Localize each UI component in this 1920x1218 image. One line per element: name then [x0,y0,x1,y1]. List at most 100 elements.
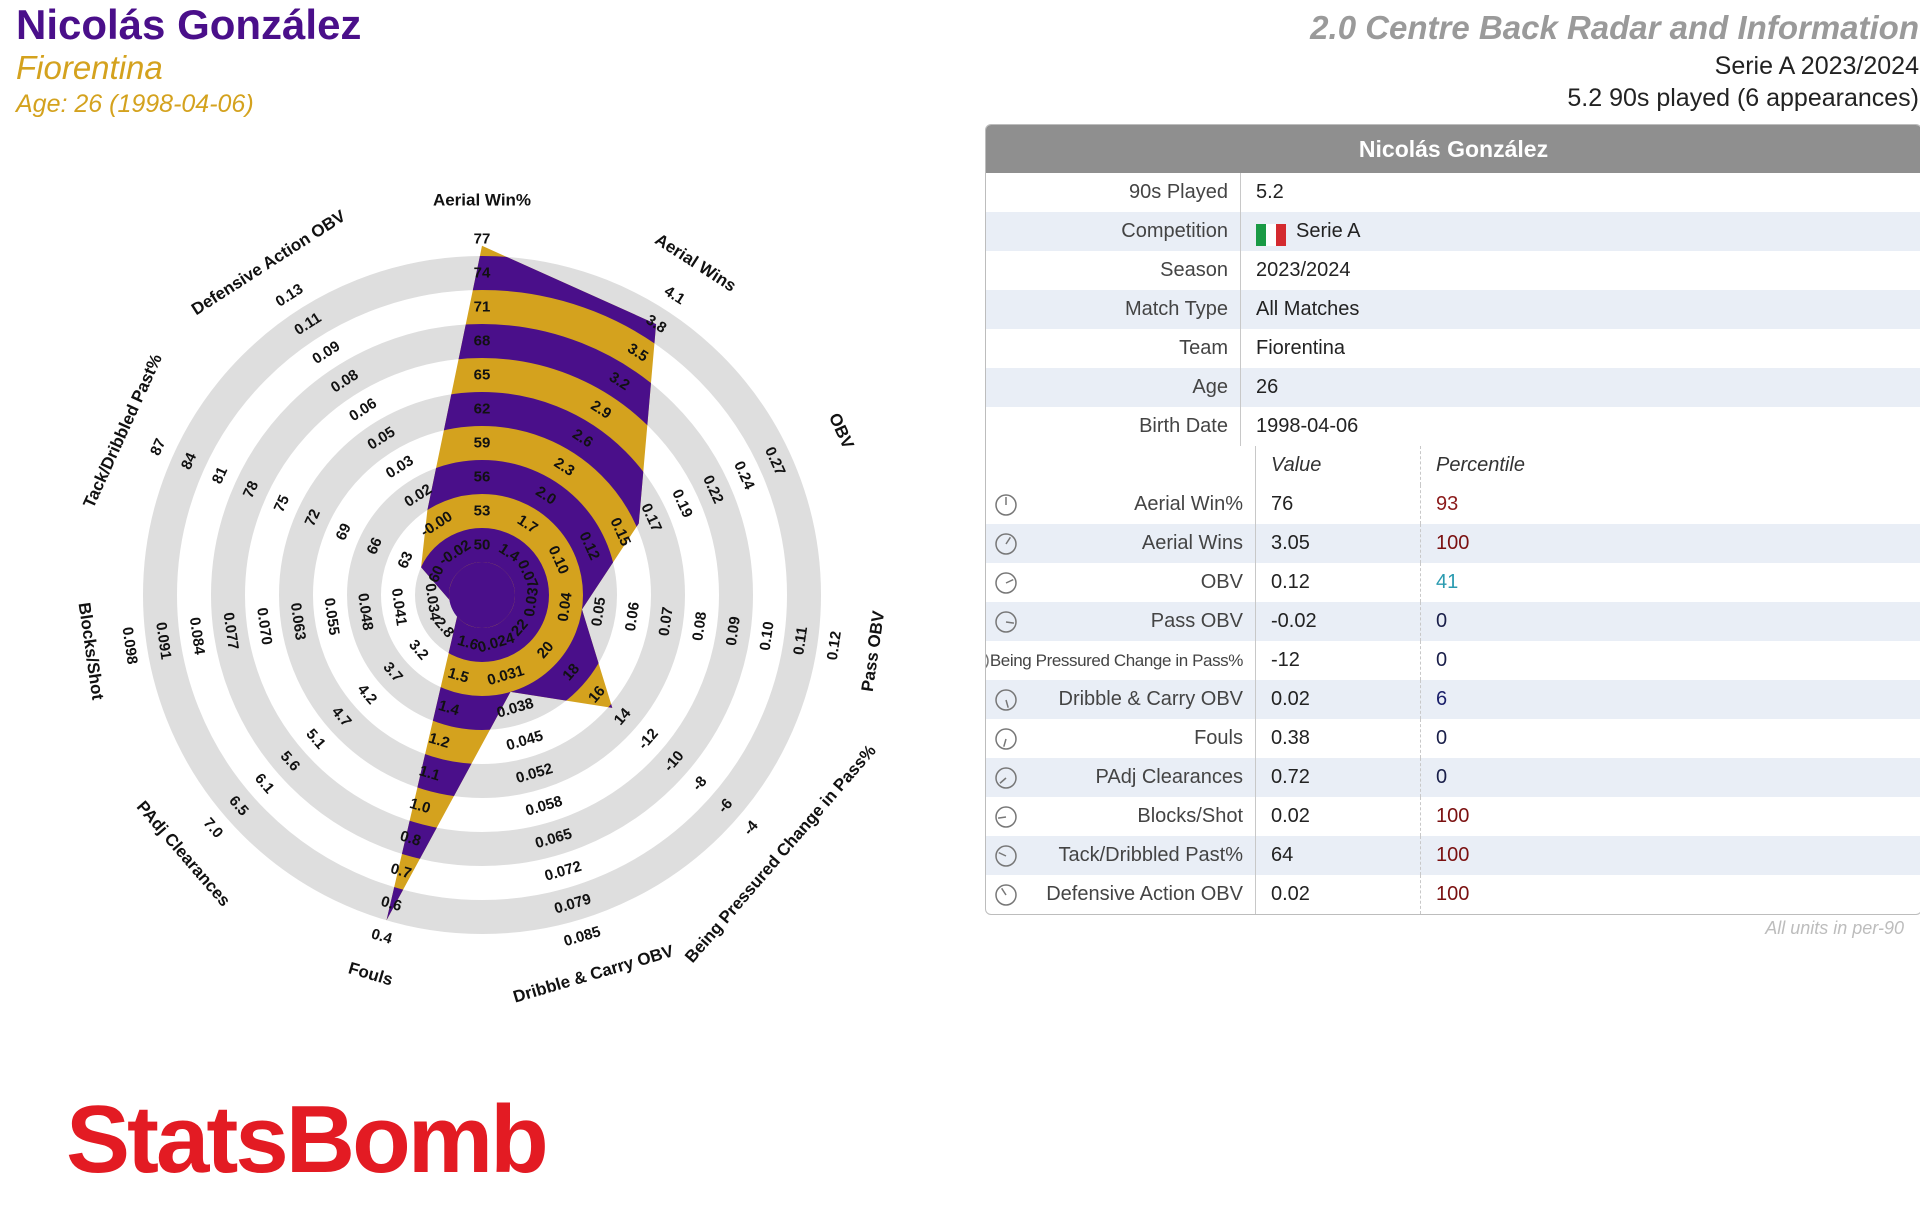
info-value: 5.2 [1256,181,1284,203]
info-value: All Matches [1256,298,1360,320]
radar-tick-label: 0.084 [186,616,208,656]
radar-tick-label: 74 [474,265,491,282]
info-value: Serie A [1241,212,1360,251]
info-row: Team Fiorentina [986,329,1920,368]
clock-gauge-icon [986,610,1026,634]
metric-percentile: 0 [1436,727,1448,749]
radar-tick-label: -4 [740,817,762,839]
radar-tick-label: 0.13 [273,280,307,310]
report-title: 2.0 Centre Back Radar and Information [1310,9,1919,46]
metric-label: Defensive Action OBV [1046,883,1243,905]
radar-tick-label: 0.041 [388,587,410,627]
radar-metric-name: PAdj Clearances [133,797,234,910]
radar-metric-name: Blocks/Shot [75,601,108,701]
radar-tick-label: 50 [474,537,491,554]
radar-tick-label: 0.4 [369,926,394,948]
radar-tick-label: 1.6 [455,632,480,654]
metric-row: Aerial Win% 76 93 [986,485,1920,524]
league-season: Serie A 2023/2024 [1714,52,1919,80]
metric-row: Blocks/Shot 0.02 100 [986,797,1920,836]
info-label: Team [986,329,1241,368]
metric-percentile: 6 [1436,688,1448,710]
radar-tick-label: 0.045 [504,727,545,754]
info-row: 90s Played 5.2 [986,173,1920,212]
clock-gauge-icon [986,532,1026,556]
radar-tick-label: -8 [689,773,711,794]
radar-tick-label: 0.12 [824,630,845,661]
radar-tick-label: 0.055 [320,597,342,637]
report-header: 2.0 Centre Back Radar and Information Se… [1310,6,1919,114]
info-row: Season 2023/2024 [986,251,1920,290]
radar-tick-label: 0.091 [152,621,174,661]
radar-tick-label: 0.24 [730,459,758,493]
radar-tick-label: 56 [474,469,491,486]
player-header: Nicolás González Fiorentina Age: 26 (199… [16,2,361,120]
units-note: All units in per-90 [1765,918,1904,938]
clock-gauge-icon [986,883,1026,907]
radar-tick-label: 77 [474,231,491,248]
radar-tick-label: 68 [474,333,491,350]
radar-tick-label: 0.09 [723,615,744,646]
metric-row: OBV 0.12 41 [986,563,1920,602]
metric-row: Dribble & Carry OBV 0.02 6 [986,680,1920,719]
radar-tick-label: 0.058 [524,793,565,820]
metric-label: Blocks/Shot [1137,805,1243,827]
info-label: Match Type [986,290,1241,329]
radar-metric-name: Tack/Dribbled Past% [79,351,166,511]
radar-tick-label: 81 [209,464,231,486]
metric-value: 76 [1256,485,1421,524]
radar-tick-label: 0.048 [354,592,376,632]
metric-percentile: 0 [1436,766,1448,788]
info-label: Birth Date [986,407,1241,446]
info-row: Competition Serie A [986,212,1920,251]
age-line: Age: 26 (1998-04-06) [16,90,254,118]
metric-label: OBV [1200,571,1243,593]
info-row: Match Type All Matches [986,290,1920,329]
radar-tick-label: 6.1 [251,770,278,797]
radar-tick-label: 5.1 [302,726,329,753]
info-label: Season [986,251,1241,290]
metric-value: 3.05 [1256,524,1421,563]
radar-tick-label: 0.6 [379,893,404,915]
radar-tick-label: 71 [474,299,491,316]
radar-tick-label: 4.1 [661,283,688,309]
metric-row: Being Pressured Change in Pass% -12 0 [986,641,1920,680]
metric-value: 0.02 [1256,797,1421,836]
metric-label: Being Pressured Change in Pass% [989,651,1244,670]
info-row: Age 26 [986,368,1920,407]
metric-label: Pass OBV [1150,610,1243,632]
radar-tick-label: -12 [635,725,662,753]
metric-row: Tack/Dribbled Past% 64 100 [986,836,1920,875]
radar-tick-label: 0.09 [309,338,343,368]
metric-label: Tack/Dribbled Past% [1058,844,1243,866]
clock-gauge-icon [986,688,1026,712]
radar-tick-label: 1.5 [446,665,471,687]
metric-percentile: 0 [1436,649,1448,671]
radar-tick-label: 0.03 [383,452,417,482]
radar-tick-label: 0.077 [220,611,242,651]
radar-tick-label: 60 [425,563,447,585]
radar-tick-label: 0.06 [346,395,380,425]
radar-tick-label: 7.0 [200,815,227,842]
clock-gauge-icon [986,493,1026,517]
radar-metric-name: Being Pressured Change in Pass% [681,741,880,966]
metric-percentile: 100 [1436,883,1470,905]
info-value: 2023/2024 [1256,259,1351,281]
metric-value: 64 [1256,836,1421,875]
radar-tick-label: 0.072 [543,858,584,885]
radar-tick-label: 78 [240,478,262,500]
info-rows: 90s Played 5.2 Competition Serie A Season 202… [986,173,1920,446]
radar-tick-label: 0.10 [757,620,778,651]
info-value: Fiorentina [1256,337,1345,359]
info-label: 90s Played [986,173,1241,212]
metric-label: PAdj Clearances [1095,766,1243,788]
metric-percentile: 93 [1436,493,1459,515]
radar-tick-label: 65 [474,367,491,384]
radar-center [449,562,515,628]
radar-tick-label: 66 [364,535,386,557]
radar-tick-label: 4.2 [354,681,381,708]
metric-percentile: 41 [1436,571,1459,593]
radar-tick-label: 53 [474,503,491,520]
metric-label: Fouls [1194,727,1243,749]
